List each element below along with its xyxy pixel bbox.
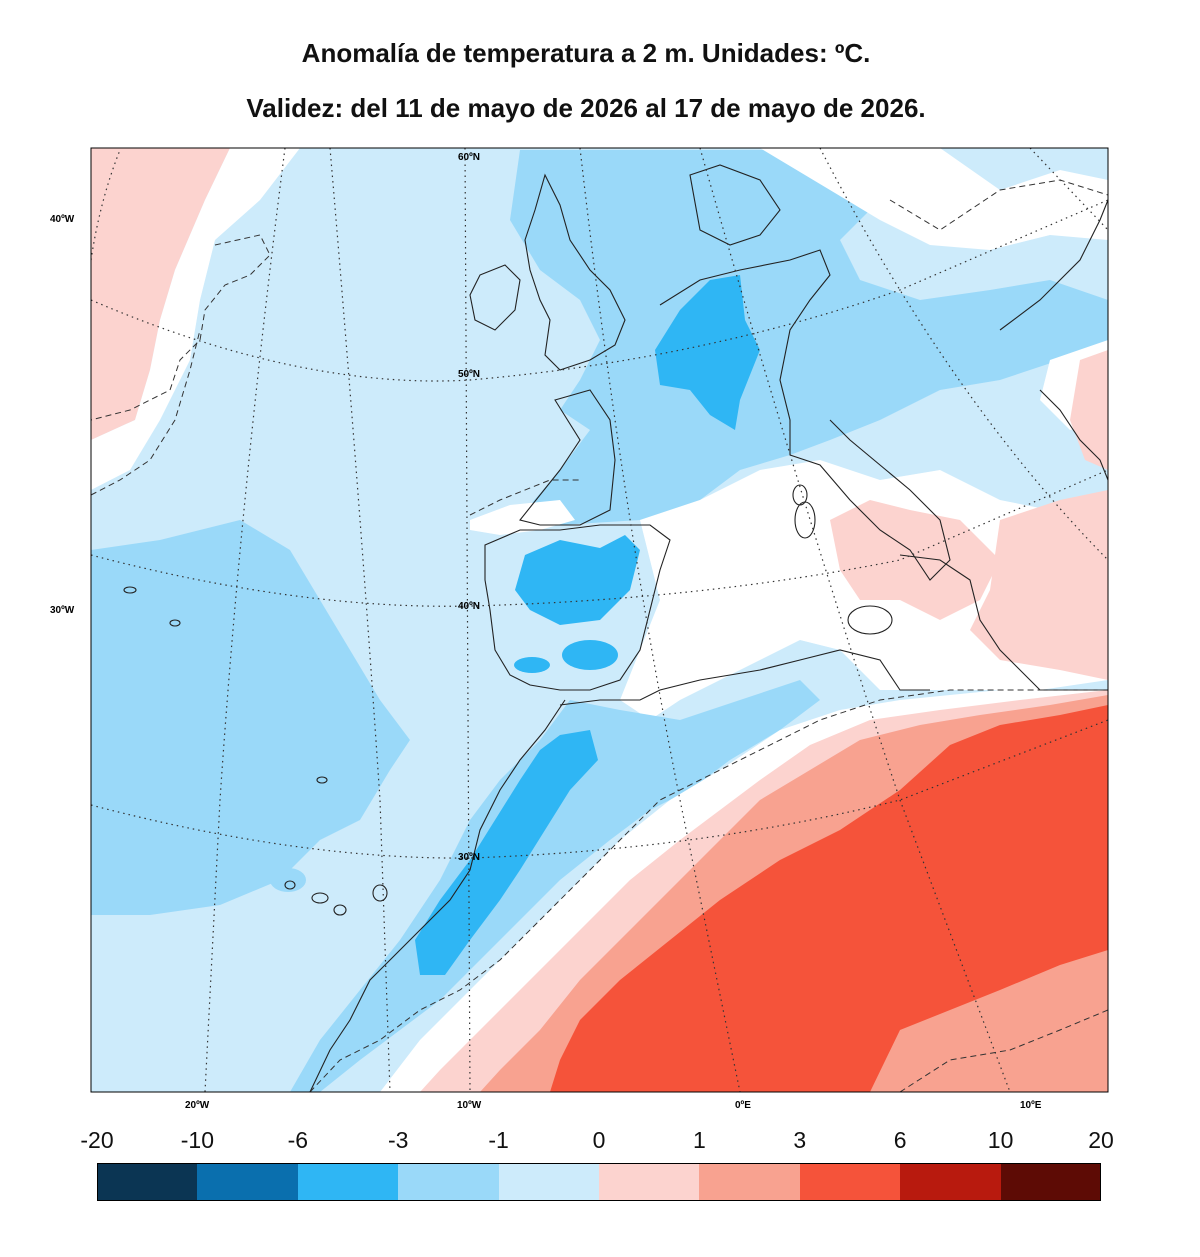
lon-label-10w: 10ºW	[457, 1100, 482, 1111]
colorbar-tick-label: -3	[387, 1127, 409, 1153]
warm-anomaly-sahara-core	[550, 705, 1108, 1092]
lon-label-40w: 40ºW	[50, 214, 75, 225]
lat-label-50n: 50ºN	[458, 369, 480, 380]
cold-anomaly-france	[655, 275, 760, 430]
lon-label-10e: 10ºE	[1020, 1100, 1042, 1111]
colorbar-tick-label: -20	[80, 1127, 114, 1153]
cold-anomaly-atlantic-coast-africa	[290, 680, 820, 1092]
colorbar-segment	[197, 1163, 299, 1201]
cold-anomaly-central-europe	[510, 150, 1108, 525]
warm-anomaly-central-mediterranean	[830, 500, 1000, 620]
colorbar-tick-label: 1	[692, 1127, 706, 1153]
lon-label-0e: 0ºE	[735, 1100, 751, 1111]
warm-anomaly-northwest	[91, 148, 230, 440]
colorbar-segment	[599, 1163, 700, 1201]
colorbar-tick-label: 3	[793, 1127, 807, 1153]
colorbar-segment	[297, 1163, 399, 1201]
cold-anomaly-iberia-south	[562, 640, 618, 670]
neutral-band-scandinavia	[760, 148, 1108, 250]
warm-anomaly-sahara-south	[870, 950, 1108, 1092]
colorbar-tick-label: 6	[893, 1127, 907, 1153]
colorbar-tick-label: 0	[592, 1127, 606, 1153]
colorbar-segment	[1000, 1163, 1102, 1201]
neutral-band-northwest	[91, 148, 300, 490]
map-frame	[90, 147, 1109, 1093]
colorbar-segment	[498, 1163, 600, 1201]
cold-anomaly-iberia-north	[515, 535, 640, 625]
colorbar-segment	[398, 1163, 500, 1201]
lat-label-40n: 40ºN	[458, 601, 480, 612]
colorbar-tick-label: -1	[488, 1127, 509, 1153]
warm-anomaly-eastern-mediterranean	[970, 490, 1108, 680]
lat-label-60n: 60ºN	[458, 152, 480, 163]
cold-anomaly-iberia-southwest	[514, 657, 550, 673]
map-subtitle: Validez: del 11 de mayo de 2026 al 17 de…	[246, 93, 926, 123]
lat-label-30n: 30ºN	[458, 852, 480, 863]
cold-anomaly-azores	[91, 520, 410, 915]
colorbar-segment	[699, 1163, 801, 1201]
colorbar-tick-label: 20	[1088, 1127, 1114, 1153]
colorbar-tick-label: 10	[987, 1127, 1014, 1153]
graticule	[91, 148, 1108, 1092]
colorbar-segment	[97, 1163, 198, 1201]
colorbar-tick-label: -10	[180, 1127, 215, 1153]
colorbar-tick-label: -6	[287, 1127, 309, 1153]
colorbar-segment	[799, 1163, 901, 1201]
lon-label-30w: 30ºW	[50, 605, 75, 616]
map-title: Anomalía de temperatura a 2 m. Unidades:…	[301, 38, 871, 68]
zero-anomaly-contours	[91, 179, 1108, 1092]
coastlines	[123, 164, 1108, 1092]
cold-anomaly-canary	[270, 868, 306, 892]
colorbar-segment	[900, 1163, 1002, 1201]
lon-label-20w: 20ºW	[185, 1100, 210, 1111]
cold-anomaly-atlantic-coast-core	[415, 730, 598, 975]
